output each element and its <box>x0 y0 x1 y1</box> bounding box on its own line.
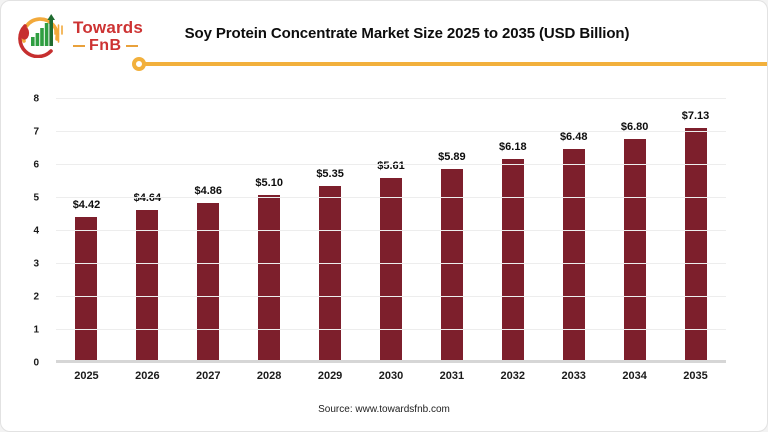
bar-2028 <box>258 194 281 363</box>
gridline <box>56 98 726 99</box>
y-tick-label: 7 <box>33 126 39 138</box>
bar-value-label: $6.80 <box>620 120 649 133</box>
gridline <box>56 131 726 132</box>
x-tick-label: 2029 <box>317 370 343 382</box>
bar-slot: $6.18 <box>482 99 543 363</box>
x-tick-label: 2025 <box>74 370 99 382</box>
bar-value-label: $7.13 <box>681 109 710 122</box>
x-tick-label: 2027 <box>196 370 221 382</box>
x-tick-label: 2032 <box>500 370 526 382</box>
x-tick-label: 2028 <box>256 370 282 382</box>
y-tick-label: 1 <box>33 324 39 336</box>
bar-slot: $4.42 <box>56 99 117 363</box>
bar-2026 <box>136 209 159 363</box>
bar-2033 <box>562 149 585 363</box>
bar-value-label: $5.89 <box>438 150 466 163</box>
plot-area: $4.42 $4.64 $4.86 $5.10 $5.35 $5.61 $5.89 $6.18… <box>56 98 726 363</box>
bar-2030 <box>379 177 402 363</box>
bar-value-label: $4.86 <box>194 184 223 197</box>
gridline <box>56 164 726 165</box>
bar-value-label: $4.42 <box>72 199 101 212</box>
gridline <box>56 197 726 198</box>
gridline <box>56 329 726 330</box>
bar-slot: $5.10 <box>239 99 300 363</box>
gridline <box>56 296 726 297</box>
bar-value-label: $6.48 <box>559 131 588 144</box>
y-tick-label: 6 <box>33 159 39 171</box>
bar-slot: $4.86 <box>178 99 239 363</box>
bar-value-label: $6.18 <box>499 141 527 154</box>
gridline <box>56 263 726 264</box>
page-title: Soy Protein Concentrate Market Size 2025… <box>184 25 630 42</box>
bar-value-label: $5.10 <box>255 176 283 189</box>
bar-value-label: $5.35 <box>316 168 344 181</box>
y-tick-label: 8 <box>33 93 39 105</box>
bar-slot: $5.61 <box>361 99 422 363</box>
x-axis-line <box>56 360 726 363</box>
title-divider-line <box>143 62 767 66</box>
bar-slot: $6.80 <box>604 99 665 363</box>
source-text: Source: www.towardsfnb.com <box>318 404 450 415</box>
y-tick-label: 0 <box>33 357 39 369</box>
bar-2032 <box>501 159 524 363</box>
logo-brand-bottom: FnB <box>89 37 122 54</box>
bar-value-label: $5.61 <box>377 159 405 172</box>
y-tick-label: 2 <box>33 291 39 303</box>
bar-2035 <box>684 127 707 363</box>
x-tick-label: 2034 <box>622 370 647 382</box>
bar-2027 <box>197 202 220 363</box>
bar-slot: $5.35 <box>300 99 361 363</box>
logo-dash-right <box>125 45 138 47</box>
logo-brand-top: Towards <box>73 18 144 37</box>
x-tick-label: 2026 <box>135 370 160 382</box>
y-tick-label: 3 <box>33 258 39 270</box>
gridline <box>56 230 726 231</box>
x-tick-label: 2033 <box>561 370 586 382</box>
bar-slot: $5.89 <box>421 99 482 363</box>
bar-2029 <box>319 186 342 363</box>
logo-dash-left <box>73 45 85 47</box>
bar-series: $4.42 $4.64 $4.86 $5.10 $5.35 $5.61 $5.89 $6.18… <box>56 99 726 363</box>
y-tick-label: 4 <box>33 225 39 237</box>
x-tick-label: 2031 <box>439 370 465 382</box>
bar-2034 <box>623 138 646 363</box>
y-axis: 0 1 2 3 4 5 6 7 8 <box>1 94 47 369</box>
bar-2031 <box>440 168 463 363</box>
bar-2025 <box>75 217 98 363</box>
x-tick-label: 2035 <box>683 370 708 382</box>
bar-slot: $4.64 <box>117 99 178 363</box>
bar-slot: $7.13 <box>665 99 726 363</box>
y-tick-label: 5 <box>33 192 39 204</box>
x-tick-label: 2030 <box>378 370 404 382</box>
bar-chart-spoon-fork-icon <box>17 10 67 63</box>
x-axis: 2025 2026 2027 2028 2029 2030 2031 2032 2033 2034… <box>56 370 726 382</box>
bar-slot: $6.48 <box>543 99 604 363</box>
title-divider-dot <box>132 57 146 71</box>
towards-fnb-logo: Towards FnB <box>17 10 143 63</box>
logo-wordmark: Towards FnB <box>73 19 143 54</box>
